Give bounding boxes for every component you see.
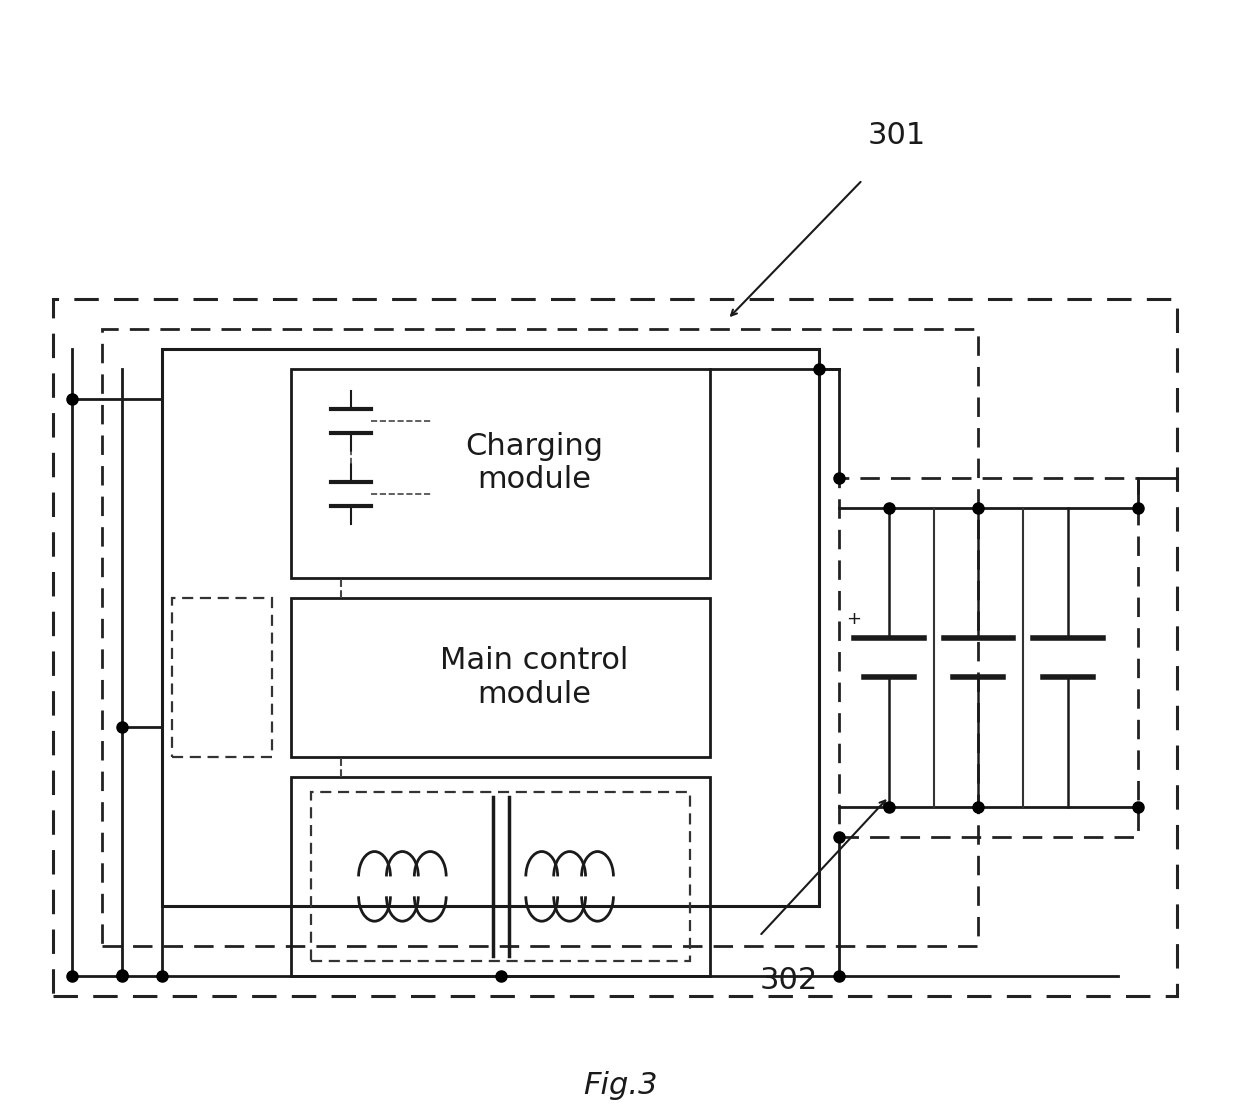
Text: Main control
module: Main control module bbox=[440, 646, 629, 709]
Text: Fig.3: Fig.3 bbox=[583, 1071, 657, 1100]
Bar bbox=[291, 598, 709, 757]
Bar bbox=[52, 300, 1178, 996]
Bar bbox=[839, 479, 1137, 836]
Text: 301: 301 bbox=[867, 121, 925, 150]
Text: 302: 302 bbox=[760, 966, 818, 995]
Bar bbox=[291, 777, 709, 976]
Bar bbox=[311, 792, 689, 961]
Bar bbox=[162, 349, 820, 907]
Bar bbox=[103, 329, 978, 946]
Bar bbox=[291, 369, 709, 578]
Text: Charging
module: Charging module bbox=[465, 432, 603, 494]
Text: +: + bbox=[847, 609, 862, 627]
Bar bbox=[172, 598, 272, 757]
